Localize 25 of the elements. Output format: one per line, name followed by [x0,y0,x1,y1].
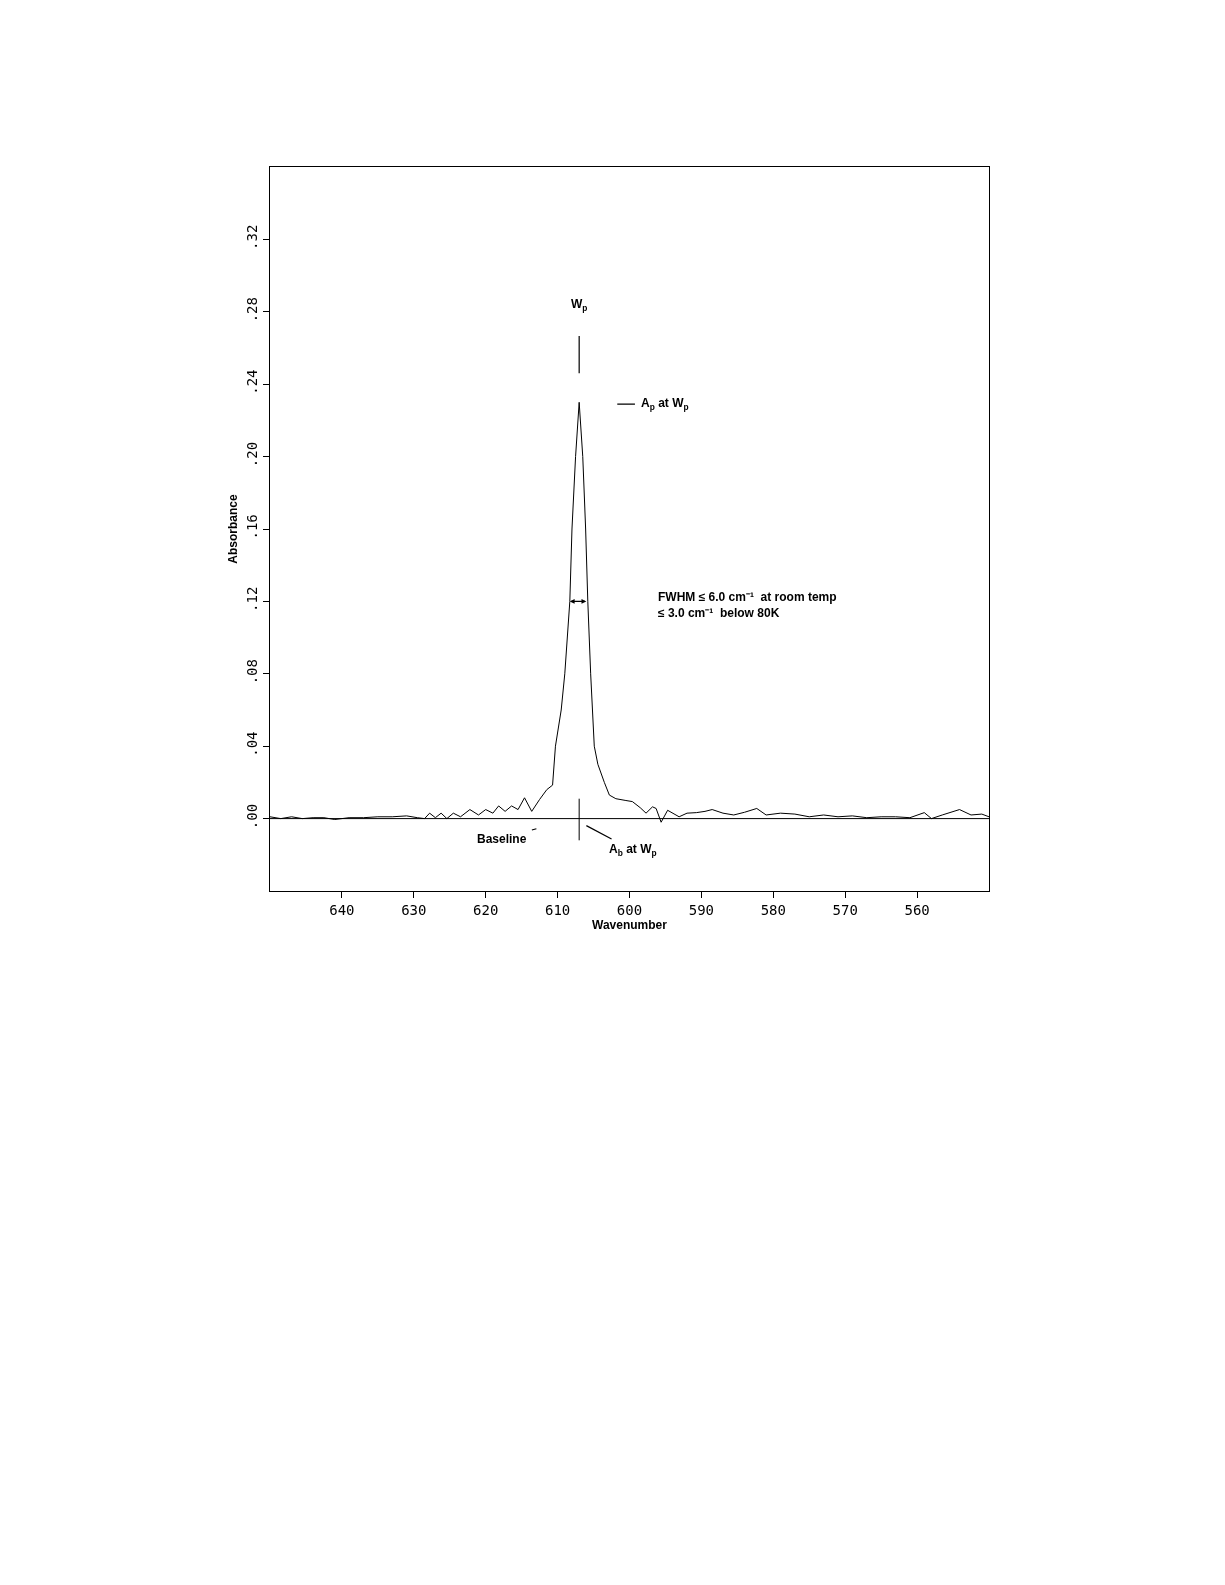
y-tick-label: .00 [244,803,261,830]
annotation: A$_{p}$ at W$_{p}$ [641,396,689,412]
annotation: Baseline [477,832,527,846]
y-tick-label: .12 [244,586,261,612]
x-tick-label: 600 [616,901,643,918]
y-tick-label: .32 [244,224,261,250]
y-tick-label: .28 [244,297,261,323]
annotation: A$_{b}$ at W$_{p}$ [609,842,657,858]
x-tick-label: 590 [688,901,715,918]
y-tick-label: .16 [244,514,261,540]
x-tick-label: 570 [832,901,858,918]
x-tick-label: 640 [329,901,355,918]
x-tick-label: 620 [473,901,499,918]
x-tick-label: 560 [904,901,930,918]
y-tick-label: .04 [244,731,261,757]
y-tick-label: .08 [244,659,261,685]
x-tick-label: 630 [401,901,427,918]
x-tick-label: 610 [544,901,571,918]
y-tick-label: .24 [244,369,261,395]
annotation: W$_{p}$ [571,297,588,313]
annotation: FWHM ≤ 6.0 cm⁻¹ at room temp ≤ 3.0 cm⁻¹ below 80K [658,590,837,620]
x-tick-label: 580 [760,901,786,918]
y-axis-title: Absorbance [225,494,240,564]
x-axis-title: Wavenumber [592,917,668,932]
y-tick-label: .20 [244,441,261,468]
